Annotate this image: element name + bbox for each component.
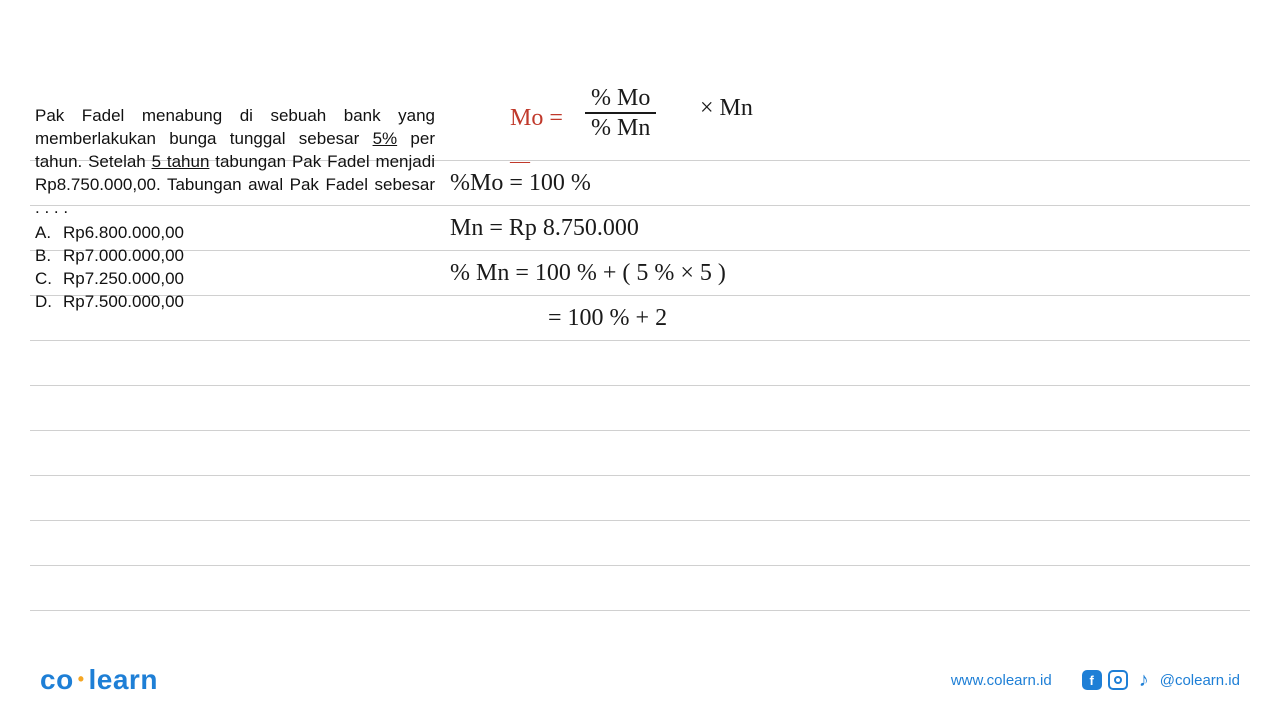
instagram-icon [1108,670,1128,690]
formula-rhs: × Mn [700,95,753,122]
work-line-pmo: %Mo = 100 % [450,170,591,197]
work-line-mn: Mn = Rp 8.750.000 [450,215,639,242]
formula-lhs: Mo = [510,105,563,132]
option-b: B.Rp7.000.000,00 [35,245,435,268]
question-underline-1: 5% [373,129,398,148]
logo-learn: learn [89,664,158,695]
footer-url: www.colearn.id [951,672,1052,689]
formula-numerator: % Mo [585,86,656,114]
answer-options: A.Rp6.800.000,00 B.Rp7.000.000,00 C.Rp7.… [35,222,435,314]
question-block: Pak Fadel menabung di sebuah bank yang m… [35,105,435,313]
formula-fraction: % Mo % Mn [585,88,656,142]
social-block: f ♪ @colearn.id [1082,670,1240,690]
facebook-icon: f [1082,670,1102,690]
footer-right: www.colearn.id f ♪ @colearn.id [951,670,1240,690]
work-line-pmn2: = 100 % + 2 [548,305,667,332]
option-d: D.Rp7.500.000,00 [35,291,435,314]
social-handle: @colearn.id [1160,672,1240,689]
option-c: C.Rp7.250.000,00 [35,268,435,291]
formula-denominator: % Mn [585,114,656,140]
brand-logo: co•learn [40,664,158,696]
footer: co•learn www.colearn.id f ♪ @colearn.id [0,660,1280,700]
logo-co: co [40,664,74,695]
logo-dot: • [78,669,85,689]
question-underline-2: 5 tahun [152,152,210,171]
work-line-pmn: % Mn = 100 % + ( 5 % × 5 ) [450,260,726,287]
option-a: A.Rp6.800.000,00 [35,222,435,245]
tiktok-icon: ♪ [1134,670,1154,690]
